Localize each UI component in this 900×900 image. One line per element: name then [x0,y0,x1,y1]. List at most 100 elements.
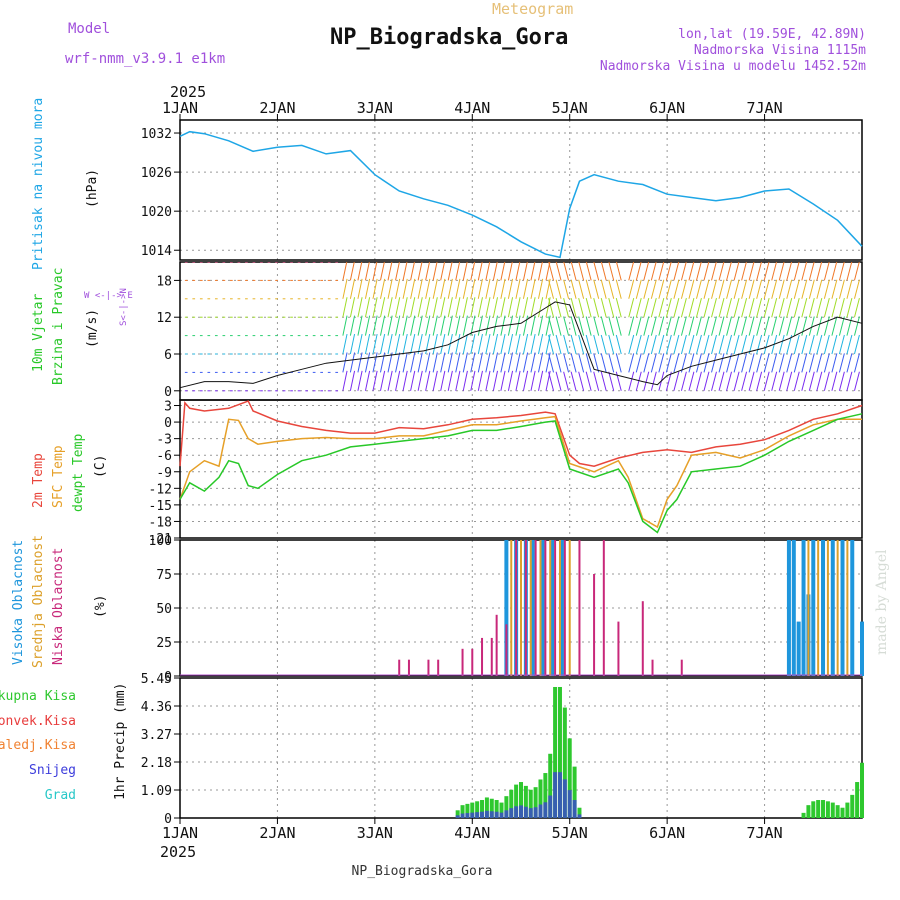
wind-barb [793,316,800,336]
cloud-high-bar [786,540,791,676]
wind-barb [748,298,755,318]
cloud-low-bar [617,621,620,676]
wind-barb [507,278,514,299]
legend-frozen-rain: Zaledj.Kisa [0,738,76,753]
precip-bar [835,805,840,818]
wind-barb [846,334,853,355]
precip-snow-bar [567,790,572,818]
wind-barb [425,297,431,318]
wind-barb [756,353,763,373]
xtick-label-top: 5JAN [552,99,588,117]
wind-barb [585,334,592,355]
precip-bar [548,753,553,818]
wind-barb [816,316,823,336]
cloud-ylabel-1: Visoka Oblacnost [11,540,26,665]
wind-barb [379,297,386,318]
wind-barb [500,262,502,263]
xtick-label-top: 4JAN [454,99,490,117]
wind-barb [650,316,657,336]
wind-barb [570,316,577,336]
wind-barb [786,262,788,263]
wind-barb [440,297,446,318]
cloud-mid-bar [807,540,810,676]
wind-barb [635,353,642,373]
wind-barb [615,316,622,336]
precip-bar [460,805,465,818]
wind-barb [515,262,517,263]
wind-barb [643,353,650,373]
wind-barb [418,262,419,263]
temp-ylabel-3: dewpt Temp [71,434,86,512]
wind-barb [688,353,695,373]
wind-barb [703,371,710,391]
wind-compass-sn: S<-|->N [119,288,129,326]
wind-barb [838,316,845,336]
wind-barb [658,353,665,373]
wind-barb [537,262,543,281]
wind-barb [695,262,702,281]
wind-barb [778,279,785,299]
wind-barb [823,262,830,281]
model-label: Model [68,21,110,37]
wind-barb [793,262,800,281]
wind-barb [853,334,860,355]
wind-barb [530,315,536,336]
wind-barb [600,316,607,336]
wind-barb [823,316,830,336]
wind-barb [585,316,592,336]
wind-barb [530,262,532,263]
wind-barb [763,353,770,373]
wind-barb [695,298,702,318]
wind-barb [470,262,476,281]
wind-barb [703,298,710,318]
panel-frame [179,119,863,261]
wind-barb [635,298,642,318]
wind-barb [548,279,555,299]
ytick-label: 2.18 [141,756,172,771]
precip-bar [480,800,485,818]
wind-barb [756,371,763,391]
wind-barb [417,278,423,299]
precip-snow-bar [557,772,562,818]
precip-snow-bar [523,806,528,818]
wind-barb [470,352,476,373]
wind-barb [522,262,528,281]
wind-barb [447,262,453,281]
wind-barb [801,353,808,373]
cloud-high-bar [811,540,816,676]
wind-barb [823,371,830,391]
wind-barb [615,298,622,318]
precip-snow-bar [514,806,519,818]
wind-barb [726,279,733,299]
wind-barb [615,279,622,299]
cloud-mid-bar [520,540,522,676]
wind-barb [342,297,348,318]
precip-bar [475,801,480,818]
wind-barb [635,334,642,355]
wind-barb [455,297,461,318]
wind-barb [763,298,770,318]
wind-barb [402,262,408,281]
wind-barb [681,262,682,263]
wind-barb [680,262,687,281]
wind-barb [748,334,755,355]
wind-barb [342,278,348,299]
precip-snow-bar [562,779,567,818]
wind-barb [548,298,555,318]
wind-barb [530,278,536,299]
wind-barb [570,353,577,373]
cloud-high-bar [504,540,509,676]
wind-barb [608,371,615,391]
wind-barb [665,316,672,336]
wind-barb [831,279,838,299]
wind-barb [628,353,635,373]
wind-barb [417,315,423,336]
precip-bar [470,802,475,818]
wind-ylabel-1: 10m Vjetar [31,294,46,372]
wind-barb [608,316,615,336]
cloud-mid-bar [568,540,571,676]
wind-barb [555,279,562,299]
cloud-mid-bar [826,540,829,676]
wind-barb [600,262,607,281]
